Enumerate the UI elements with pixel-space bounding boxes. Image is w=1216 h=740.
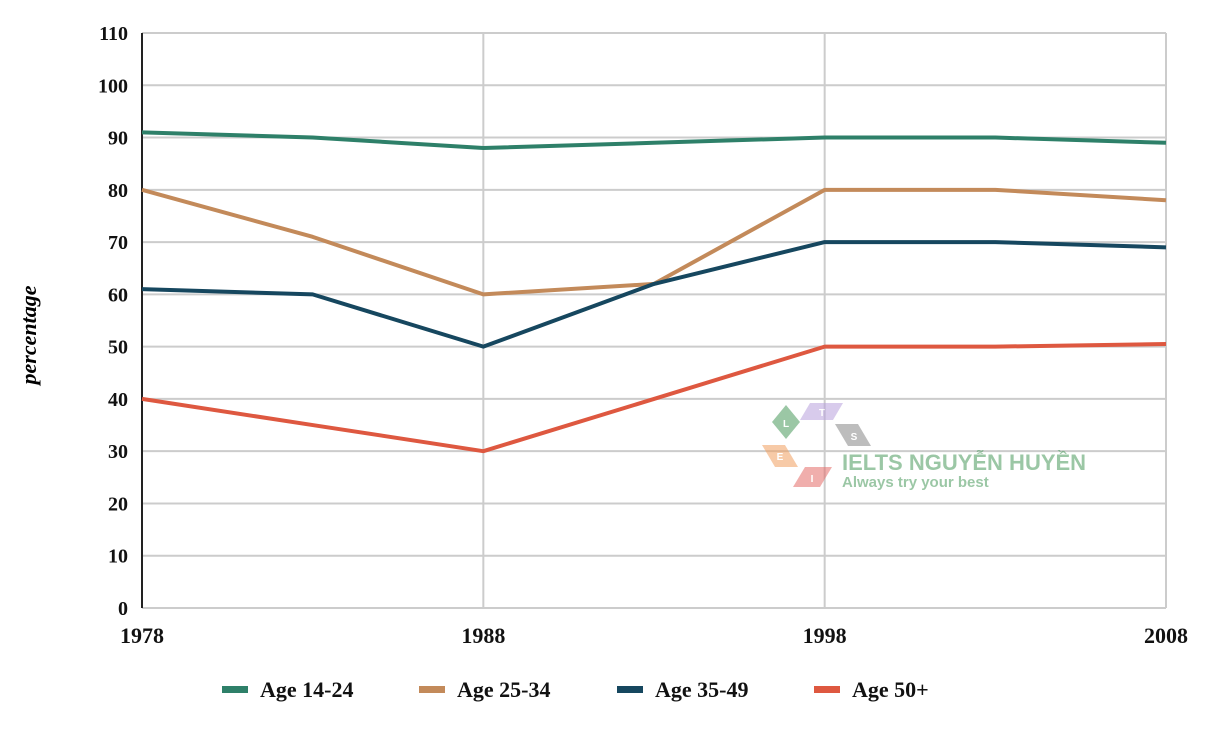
x-ticks: 1978 1988 1998 2008: [120, 623, 1188, 648]
legend-label: Age 14-24: [260, 677, 353, 702]
y-tick-label: 40: [108, 389, 128, 411]
y-ticks: 0 10 20 30 40 50 60 70 80 90 100 110: [98, 23, 128, 620]
y-tick-label: 50: [108, 337, 128, 359]
x-tick-label: 1978: [120, 623, 164, 648]
watermark-tagline: Always try your best: [842, 474, 989, 491]
legend-label: Age 25-34: [457, 677, 550, 702]
legend-swatch: [617, 686, 643, 693]
watermark-letter: S: [851, 432, 858, 443]
watermark-logo-t: [800, 403, 843, 420]
watermark: L T S E I IELTS NGUYỄN HUYỀN Always try …: [762, 403, 1086, 491]
y-tick-label: 90: [108, 128, 128, 150]
watermark-logo-e: [762, 445, 798, 467]
legend: Age 14-24 Age 25-34 Age 35-49 Age 50+: [222, 677, 929, 702]
watermark-logo-s: [835, 424, 871, 446]
grid: [141, 32, 1167, 609]
watermark-letter: E: [777, 452, 784, 463]
x-tick-label: 1998: [803, 623, 847, 648]
watermark-brand: IELTS NGUYỄN HUYỀN: [842, 449, 1086, 475]
y-tick-label: 80: [108, 180, 128, 202]
y-axis-label: percentage: [16, 285, 41, 386]
series-lines: [141, 130, 1167, 454]
y-tick-label: 30: [108, 441, 128, 463]
series-line-age-35-49: [141, 240, 1167, 349]
watermark-letter: L: [783, 419, 789, 430]
y-tick-label: 110: [99, 23, 128, 45]
series-line-age-14-24: [141, 130, 1167, 150]
y-tick-label: 10: [108, 546, 128, 568]
legend-label: Age 35-49: [655, 677, 748, 702]
series-line-age-50-: [141, 342, 1167, 454]
y-tick-label: 0: [118, 598, 128, 620]
y-tick-label: 60: [108, 284, 128, 306]
watermark-logo-i: [793, 467, 832, 487]
legend-swatch: [814, 686, 840, 693]
y-tick-label: 20: [108, 493, 128, 515]
legend-swatch: [222, 686, 248, 693]
watermark-letter: I: [811, 474, 814, 485]
y-tick-label: 70: [108, 232, 128, 254]
watermark-logo-l: [772, 405, 800, 439]
y-tick-label: 100: [98, 75, 128, 97]
x-tick-label: 1988: [461, 623, 505, 648]
watermark-letter: T: [819, 408, 825, 419]
legend-label: Age 50+: [852, 677, 929, 702]
legend-swatch: [419, 686, 445, 693]
x-tick-label: 2008: [1144, 623, 1188, 648]
